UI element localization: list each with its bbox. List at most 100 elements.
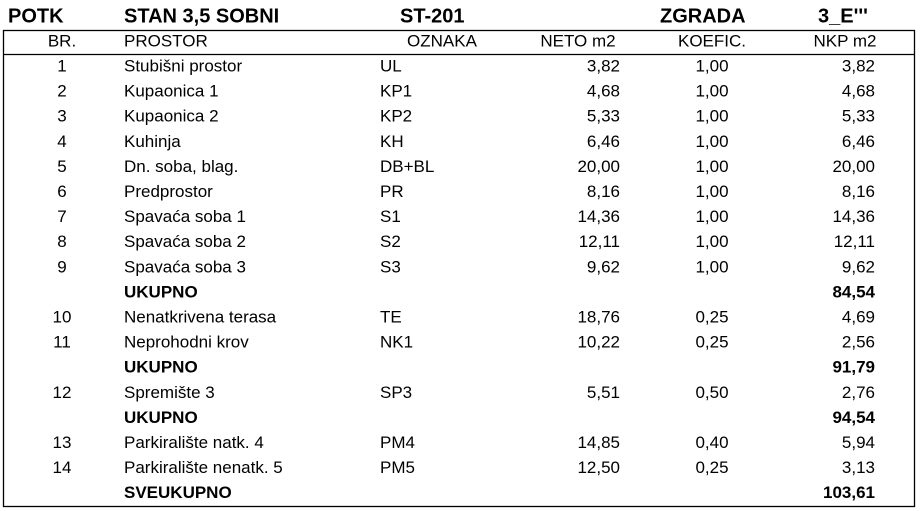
total-label: UKUPNO	[124, 358, 198, 377]
cell-nkp: 9,62	[842, 257, 875, 276]
table-border	[2, 29, 916, 508]
cell-koef: 0,40	[695, 433, 728, 452]
column-header: NETO m2	[540, 31, 615, 50]
cell-no: 7	[57, 207, 66, 226]
cell-neto: 6,46	[587, 132, 620, 151]
cell-name: Kupaonica 1	[124, 82, 219, 101]
cell-name: Spavaća soba 3	[124, 257, 246, 276]
cell-name: Spremište 3	[124, 383, 215, 402]
cell-neto: 4,68	[587, 82, 620, 101]
cell-no: 3	[57, 107, 66, 126]
cell-code: SP3	[380, 383, 412, 402]
cell-no: 6	[57, 182, 66, 201]
title-cell: STAN 3,5 SOBNI	[124, 5, 279, 27]
cell-neto: 14,36	[577, 207, 620, 226]
cell-koef: 1,00	[695, 182, 728, 201]
cell-koef: 0,25	[695, 458, 728, 477]
cell-name: Parkiralište nenatk. 5	[124, 458, 283, 477]
cell-neto: 9,62	[587, 257, 620, 276]
cell-neto: 20,00	[577, 157, 620, 176]
cell-koef: 1,00	[695, 257, 728, 276]
cell-nkp: 3,82	[842, 56, 875, 75]
title-cell: ST-201	[400, 5, 464, 27]
cell-koef: 1,00	[695, 107, 728, 126]
cell-code: DB+BL	[380, 157, 434, 176]
column-header: OZNAKA	[407, 31, 478, 50]
cell-no: 10	[53, 307, 72, 326]
total-label: SVEUKUPNO	[124, 483, 232, 502]
cell-koef: 1,00	[695, 132, 728, 151]
cell-no: 8	[57, 232, 66, 251]
cell-name: Neprohodni krov	[124, 333, 249, 352]
cell-neto: 5,33	[587, 107, 620, 126]
column-header: NKP m2	[814, 31, 877, 50]
cell-no: 9	[57, 257, 66, 276]
cell-no: 5	[57, 157, 66, 176]
cell-nkp: 4,68	[842, 82, 875, 101]
column-header: KOEFIC.	[678, 31, 746, 50]
cell-no: 11	[53, 333, 71, 352]
cell-neto: 5,51	[587, 383, 620, 402]
cell-name: Nenatkrivena terasa	[124, 307, 277, 326]
cell-neto: 8,16	[587, 182, 620, 201]
cell-nkp: 8,16	[842, 182, 875, 201]
cell-name: Spavaća soba 2	[124, 232, 246, 251]
cell-name: Predprostor	[124, 182, 213, 201]
cell-name: Spavaća soba 1	[124, 207, 246, 226]
cell-code: S2	[380, 232, 401, 251]
cell-no: 12	[53, 383, 72, 402]
cell-nkp: 20,00	[832, 157, 875, 176]
cell-no: 14	[53, 458, 72, 477]
cell-nkp: 2,76	[842, 383, 875, 402]
title-cell: 3_E'''	[818, 5, 868, 27]
total-label: UKUPNO	[124, 282, 198, 301]
cell-nkp: 5,94	[842, 433, 875, 452]
title-cell: POTK	[8, 5, 64, 27]
cell-code: PR	[380, 182, 404, 201]
cell-nkp: 3,13	[842, 458, 875, 477]
cell-nkp: 14,36	[832, 207, 875, 226]
cell-no: 13	[53, 433, 72, 452]
total-value: 94,54	[832, 408, 875, 427]
cell-koef: 1,00	[695, 82, 728, 101]
cell-name: Dn. soba, blag.	[124, 157, 238, 176]
cell-koef: 1,00	[695, 207, 728, 226]
cell-neto: 12,50	[577, 458, 620, 477]
cell-koef: 0,25	[695, 307, 728, 326]
cell-neto: 12,11	[579, 232, 620, 251]
cell-name: Stubišni prostor	[124, 56, 242, 75]
cell-no: 4	[57, 132, 66, 151]
cell-code: KP2	[380, 107, 412, 126]
cell-nkp: 6,46	[842, 132, 875, 151]
cell-no: 2	[57, 82, 66, 101]
cell-code: PM5	[380, 458, 415, 477]
cell-neto: 14,85	[577, 433, 620, 452]
cell-neto: 10,22	[577, 333, 620, 352]
cell-code: TE	[380, 307, 402, 326]
cell-neto: 3,82	[587, 56, 620, 75]
cell-name: Kuhinja	[124, 132, 181, 151]
cell-neto: 18,76	[577, 307, 620, 326]
cell-nkp: 12,11	[834, 232, 875, 251]
cell-code: S1	[380, 207, 401, 226]
total-label: UKUPNO	[124, 408, 198, 427]
title-cell: ZGRADA	[660, 5, 746, 27]
total-value: 103,61	[823, 483, 875, 502]
cell-code: PM4	[380, 433, 415, 452]
cell-name: Parkiralište natk. 4	[124, 433, 264, 452]
cell-no: 1	[57, 56, 66, 75]
total-value: 84,54	[832, 282, 875, 301]
cell-koef: 1,00	[695, 157, 728, 176]
cell-koef: 0,50	[695, 383, 728, 402]
cell-name: Kupaonica 2	[124, 107, 219, 126]
cell-code: NK1	[380, 333, 413, 352]
cell-koef: 0,25	[695, 333, 728, 352]
column-header: BR.	[48, 31, 76, 50]
column-header: PROSTOR	[124, 31, 208, 50]
cell-code: UL	[380, 56, 402, 75]
total-value: 91,79	[832, 358, 875, 377]
cell-nkp: 5,33	[842, 107, 875, 126]
cell-nkp: 4,69	[842, 307, 875, 326]
